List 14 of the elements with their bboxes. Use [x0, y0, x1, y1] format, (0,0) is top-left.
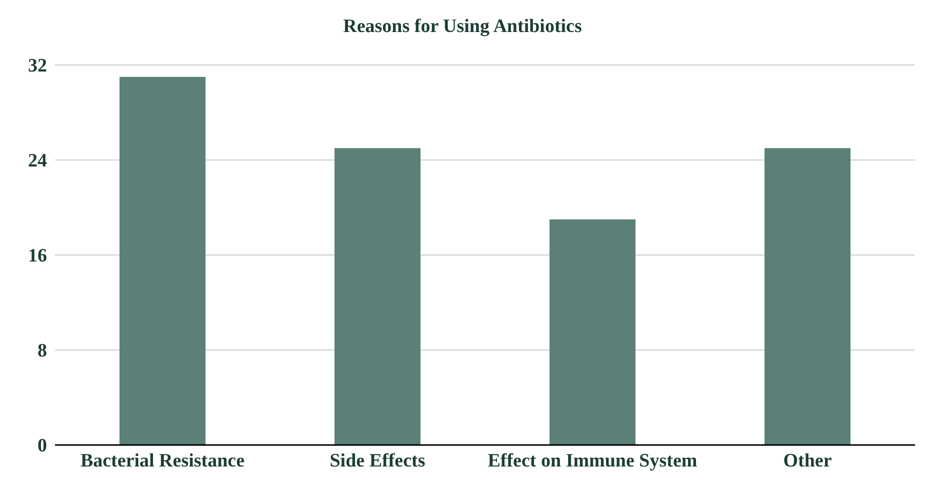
y-tick-label: 16: [28, 246, 47, 267]
y-tick-label: 0: [38, 436, 47, 457]
bar: [120, 76, 206, 445]
x-tick-label: Effect on Immune System: [488, 450, 698, 472]
y-tick-label: 32: [28, 56, 47, 77]
y-tick-label: 8: [38, 340, 47, 362]
y-tick-label: 24: [28, 150, 48, 172]
x-tick-label: Other: [783, 450, 832, 472]
bar: [764, 148, 850, 445]
x-tick-label: Side Effects: [330, 450, 426, 472]
bar: [550, 219, 636, 445]
bar: [334, 148, 420, 445]
x-tick-label: Bacterial Resistance: [80, 450, 245, 472]
chart-title: Reasons for Using Antibiotics: [342, 16, 583, 38]
